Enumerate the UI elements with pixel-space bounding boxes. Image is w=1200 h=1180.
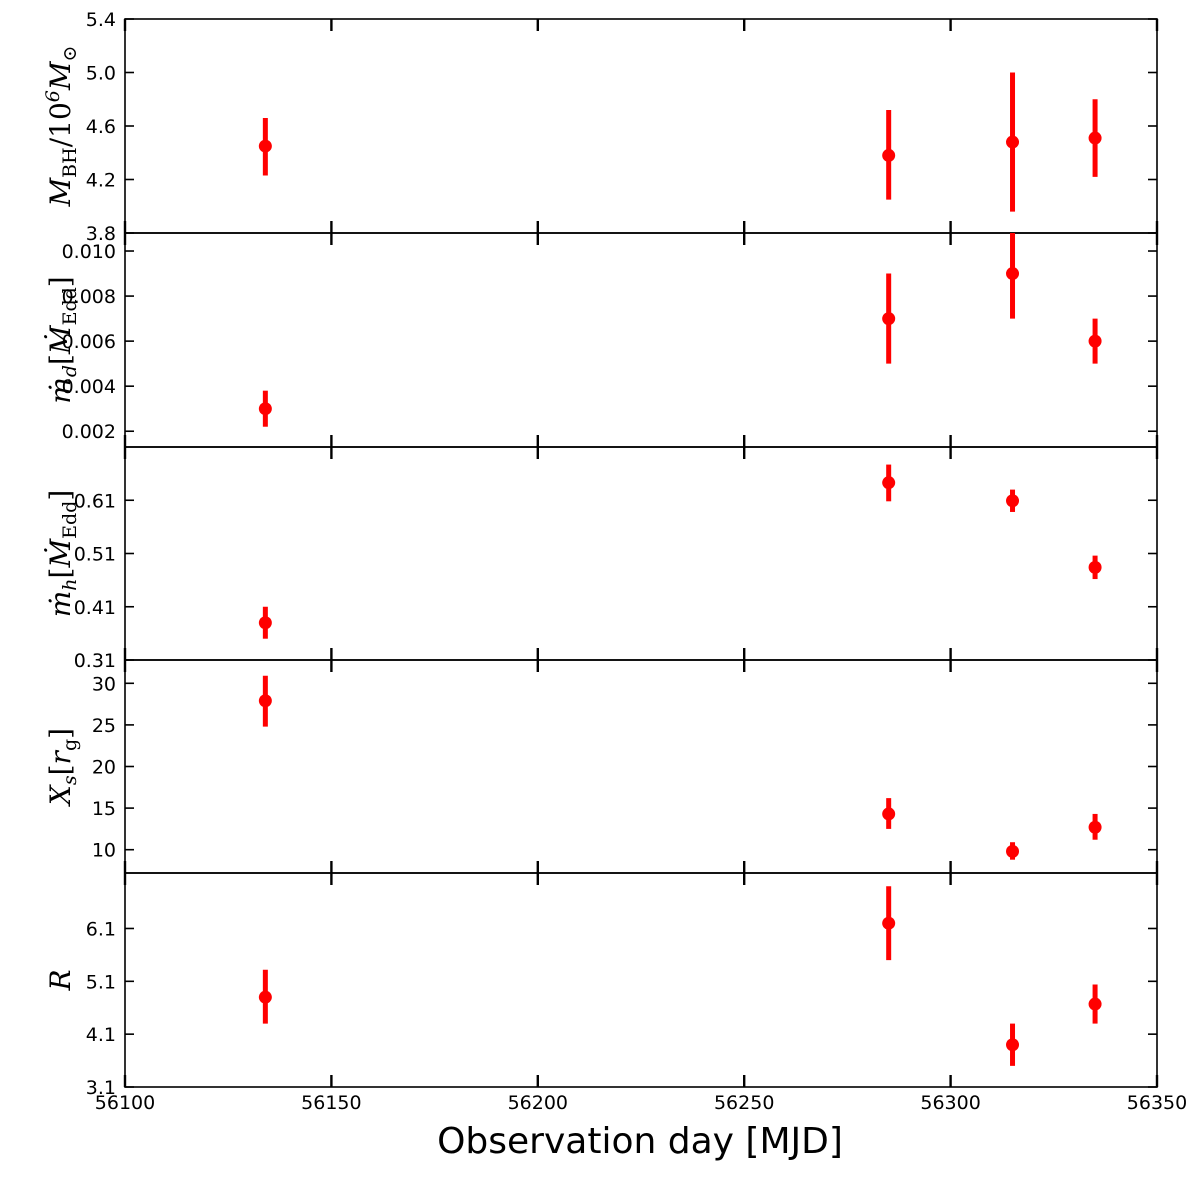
data-point (1088, 560, 1102, 574)
y-axis-label-part: [ (44, 354, 77, 365)
y-axis-label-part: X (44, 784, 77, 807)
data-point (1006, 844, 1020, 858)
data-point (258, 616, 272, 630)
y-axis-label-part: ] (44, 490, 77, 501)
y-tick-label: 5.0 (86, 63, 116, 85)
data-point (1006, 494, 1020, 508)
y-axis-label-part: Edd (59, 287, 81, 325)
x-tick-label: 56250 (714, 1092, 774, 1114)
y-tick-label: 4.1 (86, 1024, 116, 1046)
data-point (1006, 135, 1020, 149)
data-point (1088, 334, 1102, 348)
y-tick-label: 0.41 (74, 597, 116, 619)
y-tick-label: 0.008 (62, 286, 116, 308)
y-tick-label: 0.31 (74, 650, 116, 672)
y-tick-label: 0.004 (62, 376, 116, 398)
data-point (882, 476, 896, 490)
y-axis-label-part: ⊙ (59, 46, 81, 62)
y-axis-label-part: 6 (42, 90, 64, 102)
panel-frame (124, 232, 1158, 448)
data-point (258, 990, 272, 1004)
y-axis-label-part: [ (44, 764, 77, 775)
y-axis-label-part: R (44, 969, 77, 991)
x-tick-label: 56200 (508, 1092, 568, 1114)
data-point (1006, 1038, 1020, 1052)
y-tick-label: 5.1 (86, 971, 116, 993)
y-axis-label-part: Edd (59, 501, 81, 539)
data-point (258, 694, 272, 708)
y-axis-label-part: ] (44, 728, 77, 739)
y-axis-label-part: Ṁ (44, 324, 77, 355)
y-axis-label-part: [ (44, 568, 77, 579)
panels: 3.84.24.65.05.4MBH/106M⊙0.0020.0040.0060… (42, 9, 1159, 1099)
y-tick-label: 15 (92, 798, 116, 820)
y-axis-label: ṁh[ṀEdd] (44, 490, 81, 618)
data-point (258, 139, 272, 153)
panel-mdot-d: 0.002 0.004 0.006 0.008 0.010 ṁd[ṀEdd] (44, 232, 1159, 448)
y-axis-label-part: d (59, 365, 81, 377)
y-tick-label: 6.1 (86, 918, 116, 940)
y-tick-label: 30 (92, 673, 116, 695)
y-axis-label: MBH/106M⊙ (42, 46, 81, 208)
y-tick-label: 0.51 (74, 544, 116, 566)
data-point (882, 148, 896, 162)
y-axis-label-part: M (44, 60, 77, 91)
y-axis-label-part: g (59, 739, 81, 751)
x-tick-label: 56150 (301, 1092, 361, 1114)
y-axis-label: Xs[rg] (44, 728, 81, 807)
y-tick-label: 5.4 (86, 9, 116, 31)
y-tick-label: 3.1 (86, 1077, 116, 1099)
y-axis-label-part: ] (44, 276, 77, 287)
data-point (1006, 267, 1020, 281)
data-point (882, 312, 896, 326)
x-tick-labels: 56100 56150 56200 56250 56300 56350 (95, 1092, 1187, 1114)
y-tick-label: 10 (92, 840, 116, 862)
data-point (882, 807, 896, 821)
y-tick-label: 0.010 (62, 241, 116, 263)
y-tick-label: 0.006 (62, 331, 116, 353)
y-tick-label: 4.2 (86, 170, 116, 192)
data-point (1088, 820, 1102, 834)
panel-frame (124, 659, 1158, 874)
data-point (1088, 997, 1102, 1011)
y-axis-label-part: r (44, 749, 77, 764)
y-tick-label: 4.6 (86, 116, 116, 138)
y-axis-label: R (44, 969, 77, 991)
y-axis-label: ṁd[ṀEdd] (44, 276, 81, 403)
x-axis-label: Observation day [MJD] (437, 1121, 843, 1162)
y-axis-label-part: ṁ (44, 377, 77, 404)
y-axis-label-part: BH (59, 147, 81, 178)
panel-frame (124, 18, 1158, 234)
panel-frame (124, 446, 1158, 661)
y-tick-label: 0.61 (74, 490, 116, 512)
y-axis-label-part: ṁ (44, 591, 77, 618)
data-point (1088, 131, 1102, 145)
data-point (258, 402, 272, 416)
y-axis-label-part: Ṁ (44, 538, 77, 569)
panel-frame (124, 872, 1158, 1088)
y-axis-label-part: /10 (44, 102, 77, 147)
y-axis-label-part: h (59, 578, 81, 590)
y-tick-label: 20 (92, 757, 116, 779)
panel-r: 3.1 4.1 5.1 6.1 R (44, 872, 1159, 1099)
data-point (882, 916, 896, 930)
y-axis-label-part: s (59, 775, 81, 785)
y-tick-label: 25 (92, 715, 116, 737)
x-tick-label: 56300 (920, 1092, 980, 1114)
y-axis-label-part: M (44, 176, 77, 207)
x-tick-label: 56350 (1127, 1092, 1187, 1114)
y-tick-label: 0.002 (62, 421, 116, 443)
y-tick-label: 3.8 (86, 223, 116, 245)
x-tick-label: 56100 (95, 1092, 155, 1114)
panel-xs: 10 15 20 25 30 Xs[rg] (44, 659, 1159, 874)
